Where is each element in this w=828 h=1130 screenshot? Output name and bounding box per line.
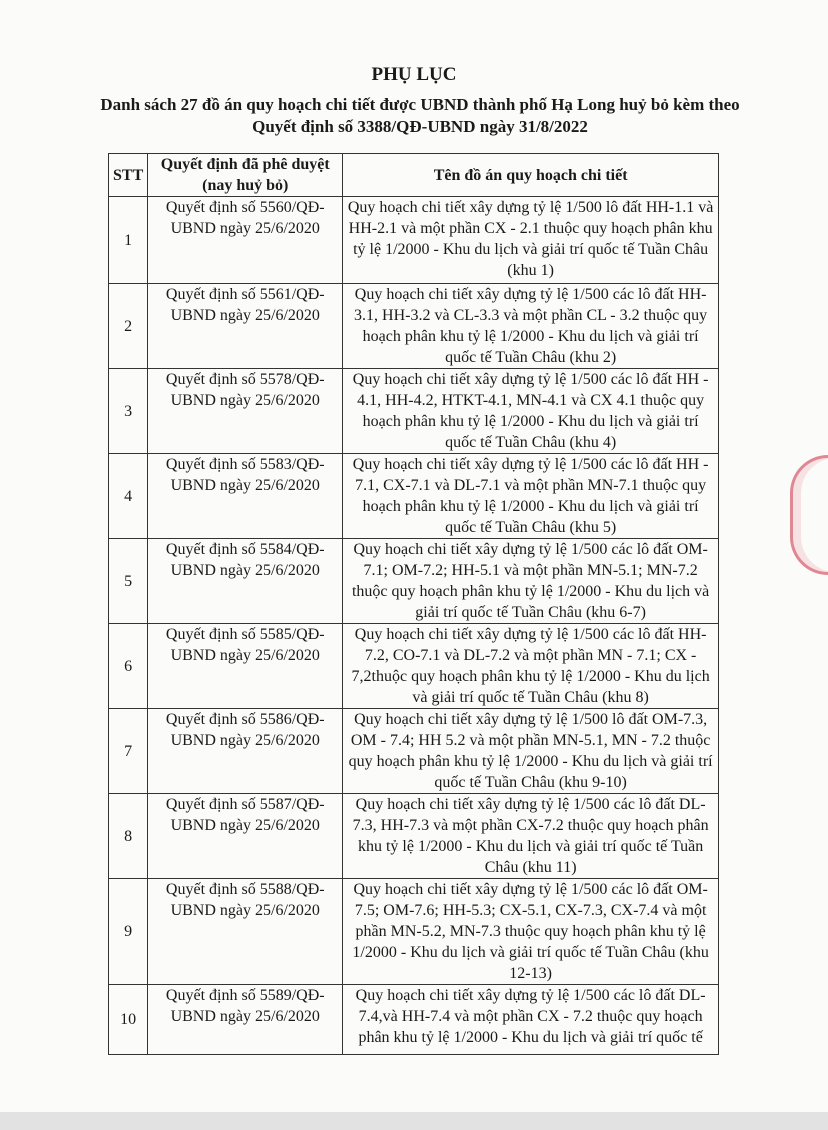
table-row: 2 Quyết định số 5561/QĐ-UBND ngày 25/6/20… [107,283,719,369]
row-decision: Quyết định số 5587/QĐ-UBND ngày 25/6/202… [147,793,344,879]
table-row: 1 Quyết định số 5560/QĐ-UBND ngày 25/6/20… [107,196,719,284]
row-plan-name: Quy hoạch chi tiết xây dựng tỷ lệ 1/500 … [342,623,719,709]
row-stt: 9 [107,878,149,985]
row-decision: Quyết định số 5588/QĐ-UBND ngày 25/6/202… [147,878,344,985]
row-decision: Quyết định số 5560/QĐ-UBND ngày 25/6/202… [147,196,344,284]
row-plan-name: Quy hoạch chi tiết xây dựng tỷ lệ 1/500 … [342,283,719,369]
row-stt: 7 [107,708,149,794]
row-plan-name: Quy hoạch chi tiết xây dựng tỷ lệ 1/500 … [342,878,719,985]
table-row: 6 Quyết định số 5585/QĐ-UBND ngày 25/6/20… [107,623,719,709]
table-row: 8 Quyết định số 5587/QĐ-UBND ngày 25/6/20… [107,793,719,879]
row-decision: Quyết định số 5583/QĐ-UBND ngày 25/6/202… [147,453,344,539]
header-stt: STT [107,153,149,197]
row-plan-name: Quy hoạch chi tiết xây dựng tỷ lệ 1/500 … [342,196,719,284]
row-stt: 1 [107,196,149,284]
row-decision: Quyết định số 5585/QĐ-UBND ngày 25/6/202… [147,623,344,709]
row-plan-name: Quy hoạch chi tiết xây dựng tỷ lệ 1/500 … [342,793,719,879]
table-row: 9 Quyết định số 5588/QĐ-UBND ngày 25/6/20… [107,878,719,985]
document-title: PHỤ LỤC [371,64,457,85]
document-subtitle: Danh sách 27 đồ án quy hoạch chi tiết đư… [100,95,740,136]
row-plan-name: Quy hoạch chi tiết xây dựng tỷ lệ 1/500 … [342,453,719,539]
row-plan-name: Quy hoạch chi tiết xây dựng tỷ lệ 1/500 … [342,708,719,794]
table-row: 7 Quyết định số 5586/QĐ-UBND ngày 25/6/20… [107,708,719,794]
row-decision: Quyết định số 5584/QĐ-UBND ngày 25/6/202… [147,538,344,624]
row-decision: Quyết định số 5561/QĐ-UBND ngày 25/6/202… [147,283,344,369]
row-plan-name: Quy hoạch chi tiết xây dựng tỷ lệ 1/500 … [342,368,719,454]
plans-table: STT Quyết định đã phê duyệt (nay huỷ bỏ)… [107,153,719,1055]
row-decision: Quyết định số 5586/QĐ-UBND ngày 25/6/202… [147,708,344,794]
header-decision: Quyết định đã phê duyệt (nay huỷ bỏ) [147,153,344,197]
table-header-row: STT Quyết định đã phê duyệt (nay huỷ bỏ)… [107,153,719,197]
red-seal-stamp [790,455,828,575]
table-row: 3 Quyết định số 5578/QĐ-UBND ngày 25/6/20… [107,368,719,454]
header-plan-name: Tên đồ án quy hoạch chi tiết [342,153,719,197]
row-stt: 8 [107,793,149,879]
row-stt: 6 [107,623,149,709]
row-stt: 5 [107,538,149,624]
row-decision: Quyết định số 5589/QĐ-UBND ngày 25/6/202… [147,984,344,1055]
row-stt: 10 [107,984,149,1055]
row-plan-name: Quy hoạch chi tiết xây dựng tỷ lệ 1/500 … [342,538,719,624]
table-row: 5 Quyết định số 5584/QĐ-UBND ngày 25/6/20… [107,538,719,624]
row-stt: 3 [107,368,149,454]
row-stt: 4 [107,453,149,539]
table-row: 10 Quyết định số 5589/QĐ-UBND ngày 25/6/2… [107,984,719,1055]
table-row: 4 Quyết định số 5583/QĐ-UBND ngày 25/6/20… [107,453,719,539]
row-decision: Quyết định số 5578/QĐ-UBND ngày 25/6/202… [147,368,344,454]
row-stt: 2 [107,283,149,369]
row-plan-name: Quy hoạch chi tiết xây dựng tỷ lệ 1/500 … [342,984,719,1055]
scan-bottom-edge [0,1112,828,1130]
